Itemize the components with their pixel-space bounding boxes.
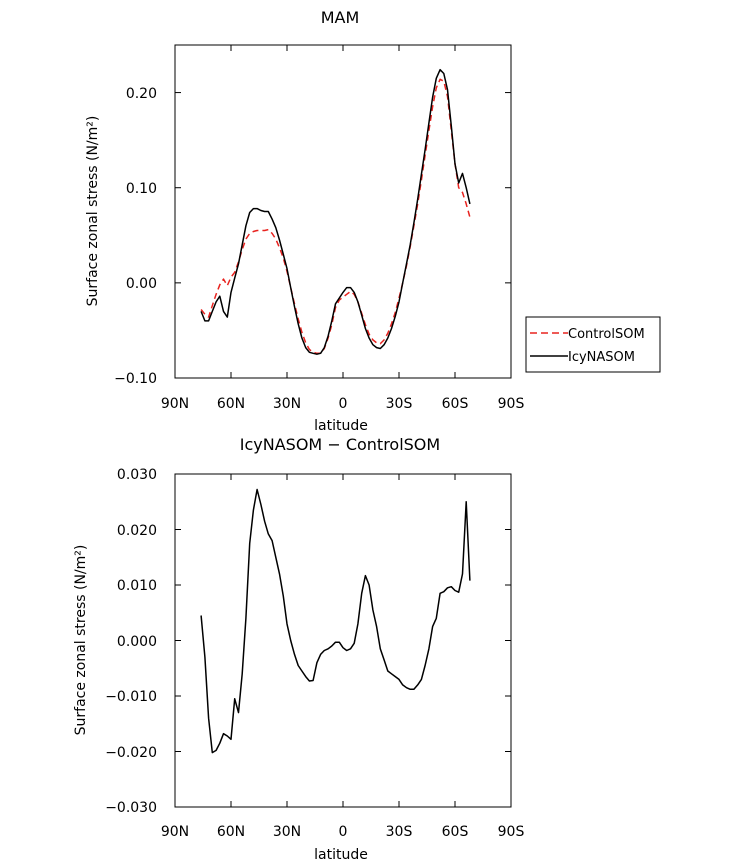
top-y-tick-label-3: 0.20: [126, 86, 157, 102]
bottom-x-tick-label-4: 30S: [386, 824, 413, 840]
top-series-line-controlsom: [200, 78, 471, 355]
top-series-line-icynasom: [200, 68, 471, 355]
bottom-y-tick-label-2: −0.010: [105, 689, 157, 705]
top-y-tick-label-2: 0.10: [126, 181, 157, 197]
top-x-tick-label-6: 90S: [498, 396, 525, 412]
top-chart-title: MAM: [321, 8, 360, 27]
bottom-x-tick-marks: [174, 474, 512, 807]
panel-top: MAM 90N 60N 30N 0 30S 60S 90S −0.10 0.00…: [85, 8, 661, 434]
top-y-tick-label-0: −0.10: [114, 371, 157, 387]
top-y-tick-label-1: 0.00: [126, 276, 157, 292]
top-plot-frame: [174, 44, 512, 379]
bottom-y-tick-label-4: 0.010: [117, 578, 157, 594]
bottom-x-tick-label-1: 60N: [217, 824, 245, 840]
bottom-series-line-difference-0: [200, 488, 471, 754]
bottom-y-tick-label-3: 0.000: [117, 634, 157, 650]
bottom-chart-title: IcyNASOM − ControlSOM: [240, 435, 440, 454]
bottom-plot-frame: [174, 473, 512, 808]
legend-box: [525, 316, 661, 373]
legend-label-icynasom: IcyNASOM: [568, 350, 635, 365]
top-x-tick-label-3: 0: [339, 396, 348, 412]
top-x-tick-label-1: 60N: [217, 396, 245, 412]
top-x-tick-label-0: 90N: [161, 396, 189, 412]
top-x-tick-label-5: 60S: [442, 396, 469, 412]
top-x-tick-label-2: 30N: [273, 396, 301, 412]
bottom-x-tick-label-0: 90N: [161, 824, 189, 840]
legend-label-controlsom: ControlSOM: [568, 327, 645, 342]
bottom-y-tick-label-5: 0.020: [117, 523, 157, 539]
bottom-y-tick-label-0: −0.030: [105, 800, 157, 816]
top-x-tick-label-4: 30S: [386, 396, 413, 412]
bottom-x-tick-label-2: 30N: [273, 824, 301, 840]
top-x-axis-label: latitude: [314, 418, 368, 434]
top-x-tick-marks: [174, 45, 512, 378]
bottom-x-tick-label-6: 90S: [498, 824, 525, 840]
bottom-y-tick-label-1: −0.020: [105, 745, 157, 761]
bottom-x-axis-label: latitude: [314, 847, 368, 863]
bottom-y-tick-marks: [175, 473, 511, 808]
legend: ControlSOM IcyNASOM: [525, 316, 661, 373]
bottom-series-lines: [200, 488, 471, 754]
bottom-y-axis-label: Surface zonal stress (N/m²): [73, 545, 89, 736]
top-series-lines: [200, 68, 471, 355]
panel-bottom: IcyNASOM − ControlSOM 90N 60N 30N 0 30S …: [73, 435, 524, 863]
bottom-x-tick-label-5: 60S: [442, 824, 469, 840]
top-y-tick-marks: [175, 92, 511, 379]
bottom-x-tick-label-3: 0: [339, 824, 348, 840]
bottom-y-tick-label-6: 0.030: [117, 467, 157, 483]
top-y-axis-label: Surface zonal stress (N/m²): [85, 116, 101, 307]
